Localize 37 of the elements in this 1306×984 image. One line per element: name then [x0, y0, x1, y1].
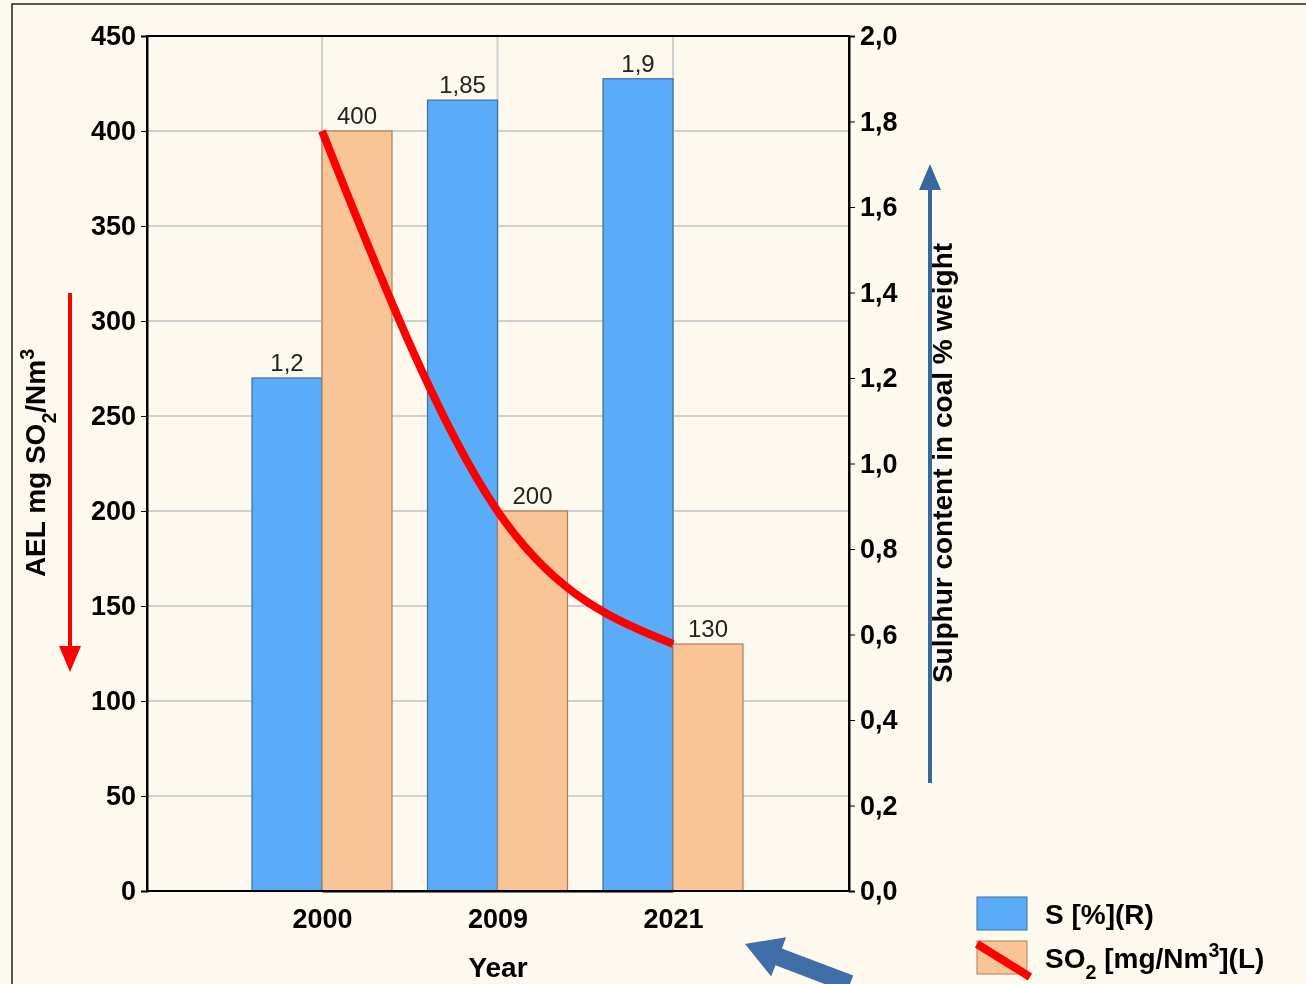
- y2-tick-label: 1,0: [860, 448, 898, 479]
- y-tick-label: 0: [120, 876, 136, 907]
- legend-label: S [%](R): [1045, 899, 1154, 930]
- y2-tick-label: 0,0: [860, 876, 898, 907]
- bar: [602, 78, 674, 892]
- data-label: 1,2: [270, 349, 304, 376]
- y2-axis-title: Sulphur content in coal % weight: [927, 242, 958, 684]
- y2-tick-label: 0,4: [860, 705, 898, 736]
- data-label: 1,85: [439, 71, 486, 99]
- y-tick-label: 100: [90, 686, 136, 717]
- y-tick-label: 50: [105, 781, 136, 812]
- x-tick-label: 2000: [292, 904, 353, 935]
- y2-tick-label: 0,6: [860, 619, 898, 650]
- y2-tick-label: 1,4: [860, 277, 898, 308]
- y2-tick-label: 2,0: [860, 21, 898, 52]
- data-label: 1,9: [621, 49, 655, 77]
- y2-tick-label: 0,8: [860, 534, 898, 565]
- y-tick-label: 400: [90, 116, 136, 147]
- y-tick-label: 200: [90, 496, 136, 527]
- y2-tick-label: 1,2: [860, 363, 898, 394]
- data-label: 130: [687, 615, 729, 642]
- data-label: 400: [336, 102, 378, 129]
- x-tick-label: 2021: [643, 904, 704, 935]
- y2-tick-label: 1,8: [860, 106, 898, 137]
- y-tick-label: 250: [90, 401, 136, 432]
- x-tick-label: 2009: [467, 904, 529, 935]
- y-tick-label: 450: [90, 21, 136, 52]
- y2-tick-label: 0,2: [860, 790, 898, 821]
- y2-tick-label: 1,6: [860, 192, 898, 223]
- x-axis-title: Year: [468, 952, 528, 983]
- bar: [672, 643, 744, 892]
- y-tick-label: 150: [90, 591, 136, 622]
- y-tick-label: 350: [90, 211, 136, 242]
- bar: [426, 99, 499, 892]
- data-label: 200: [512, 482, 553, 509]
- y-tick-label: 300: [90, 306, 136, 337]
- legend-label: SO$_{2}$ [mg/Nm$^{3}$](L): [1045, 939, 1265, 983]
